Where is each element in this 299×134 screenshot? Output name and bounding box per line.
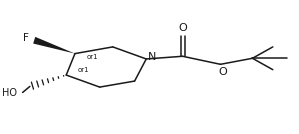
Text: or1: or1 [87, 54, 98, 60]
Text: HO: HO [2, 88, 17, 98]
Polygon shape [33, 37, 75, 54]
Text: N: N [148, 52, 156, 62]
Text: O: O [218, 67, 227, 77]
Text: O: O [178, 23, 187, 33]
Text: F: F [22, 33, 28, 43]
Text: or1: or1 [78, 67, 89, 73]
